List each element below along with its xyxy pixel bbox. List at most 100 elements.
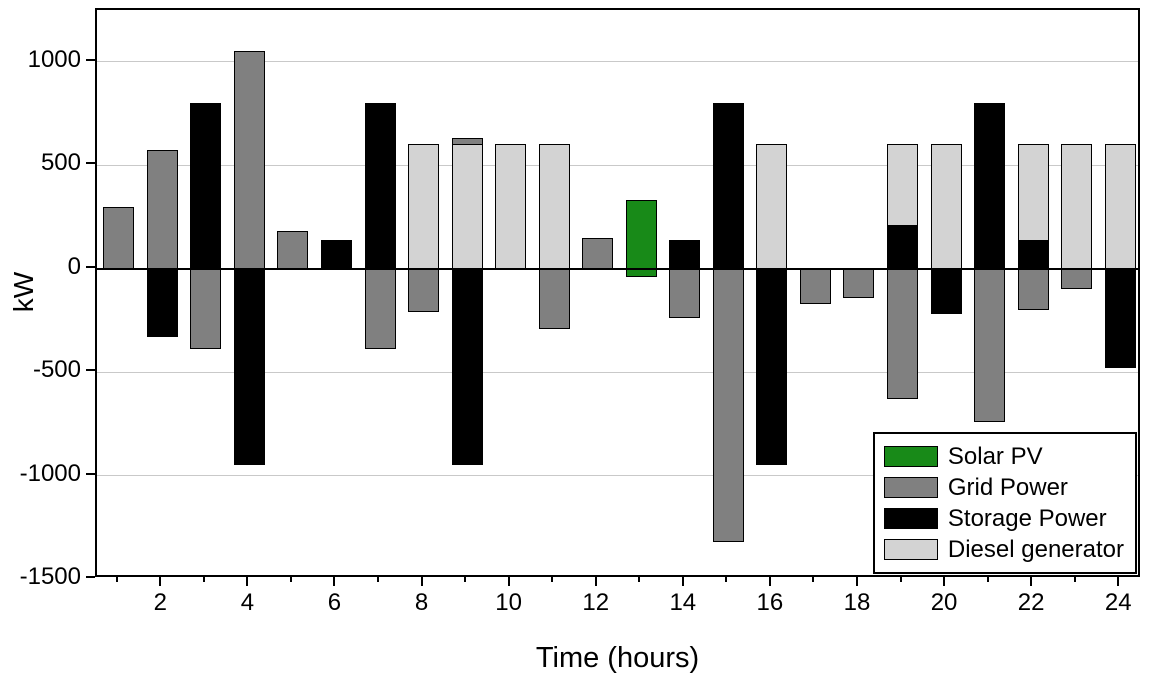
grid-bar bbox=[1018, 268, 1049, 310]
x-axis-minor-tick bbox=[1073, 577, 1076, 582]
solar-bar bbox=[626, 268, 657, 277]
storage-bar bbox=[1105, 268, 1136, 368]
x-tick-label: 24 bbox=[1104, 589, 1132, 616]
y-tick-label: -1000 bbox=[19, 459, 81, 487]
storage-bar bbox=[234, 268, 265, 466]
x-tick-label: 10 bbox=[495, 589, 522, 616]
diesel-bar bbox=[756, 144, 787, 269]
x-axis-minor-tick bbox=[899, 577, 902, 582]
diesel-bar bbox=[452, 144, 483, 269]
storage-bar bbox=[713, 103, 744, 269]
gridline bbox=[97, 371, 1138, 373]
x-axis-tick bbox=[420, 577, 423, 586]
grid-bar bbox=[408, 268, 439, 313]
x-tick-label: 12 bbox=[582, 589, 610, 616]
x-tick-label: 6 bbox=[327, 589, 342, 616]
legend-swatch-storage bbox=[883, 508, 938, 529]
storage-bar bbox=[452, 268, 483, 466]
grid-bar bbox=[147, 149, 178, 269]
legend-entry: Solar PV bbox=[883, 441, 1124, 472]
legend-entry: Storage Power bbox=[883, 503, 1124, 534]
x-tick-label: 20 bbox=[930, 589, 958, 616]
storage-bar bbox=[365, 103, 396, 269]
x-axis-minor-tick bbox=[812, 577, 815, 582]
x-axis-tick bbox=[943, 577, 946, 586]
x-tick-label: 16 bbox=[756, 589, 784, 616]
grid-bar bbox=[539, 268, 570, 329]
grid-bar bbox=[234, 51, 265, 269]
grid-bar bbox=[887, 268, 918, 399]
grid-bar bbox=[974, 268, 1005, 422]
diesel-bar bbox=[931, 144, 962, 269]
y-axis-tick bbox=[86, 576, 95, 578]
legend-label-storage: Storage Power bbox=[947, 504, 1107, 532]
grid-bar bbox=[843, 268, 874, 298]
x-axis-label: Time (hours) bbox=[535, 642, 700, 674]
grid-bar bbox=[582, 237, 613, 269]
grid-bar bbox=[365, 268, 396, 350]
x-tick-label: 4 bbox=[240, 589, 255, 616]
y-axis-tick bbox=[86, 265, 95, 268]
diesel-bar bbox=[408, 144, 439, 269]
x-axis-minor-tick bbox=[986, 577, 989, 582]
solar-bar bbox=[626, 200, 657, 269]
x-axis-minor-tick bbox=[551, 577, 554, 582]
grid-bar bbox=[1061, 268, 1092, 290]
legend-entry: Diesel generator bbox=[883, 534, 1124, 565]
x-axis-tick bbox=[681, 577, 684, 586]
x-tick-label: 2 bbox=[153, 589, 167, 616]
grid-bar bbox=[800, 268, 831, 304]
x-axis-tick bbox=[507, 577, 510, 586]
y-axis-tick bbox=[86, 162, 95, 165]
grid-bar bbox=[713, 268, 744, 542]
x-tick-label: 22 bbox=[1017, 589, 1045, 616]
storage-bar bbox=[756, 268, 787, 466]
legend-label-diesel: Diesel generator bbox=[947, 535, 1124, 563]
gridline bbox=[97, 164, 1138, 166]
x-tick-label: 8 bbox=[414, 589, 429, 616]
zero-axis-line bbox=[97, 267, 1138, 270]
x-axis-tick bbox=[333, 577, 336, 586]
legend-label-solar: Solar PV bbox=[947, 442, 1043, 470]
legend-entry: Grid Power bbox=[883, 472, 1124, 503]
gridline bbox=[97, 475, 1138, 477]
y-axis-tick bbox=[86, 472, 95, 475]
x-axis-tick bbox=[159, 577, 162, 586]
diesel-bar bbox=[495, 144, 526, 269]
x-axis-minor-tick bbox=[638, 577, 641, 582]
grid-bar bbox=[277, 231, 308, 269]
y-tick-label: 0 bbox=[67, 252, 81, 280]
storage-bar bbox=[931, 268, 962, 315]
storage-bar bbox=[190, 103, 221, 269]
storage-bar bbox=[669, 239, 700, 269]
storage-bar bbox=[1018, 239, 1049, 269]
legend-swatch-grid bbox=[883, 477, 938, 498]
x-axis-tick bbox=[855, 577, 858, 586]
diesel-bar bbox=[1105, 144, 1136, 269]
x-axis-minor-tick bbox=[115, 577, 118, 582]
diesel-bar bbox=[539, 144, 570, 269]
legend: Solar PV Grid Power Storage Power Diesel ge… bbox=[872, 432, 1137, 574]
y-tick-label: 1000 bbox=[27, 45, 81, 73]
storage-bar bbox=[974, 103, 1005, 269]
grid-bar bbox=[190, 268, 221, 350]
x-axis-tick bbox=[594, 577, 597, 586]
x-axis-tick bbox=[1117, 577, 1120, 586]
x-axis-tick bbox=[1030, 577, 1033, 586]
diesel-bar bbox=[1061, 144, 1092, 269]
x-tick-label: 18 bbox=[843, 589, 871, 616]
x-axis-minor-tick bbox=[377, 577, 380, 582]
plot-area bbox=[95, 8, 1140, 577]
grid-bar bbox=[103, 206, 134, 269]
grid-bar bbox=[669, 268, 700, 319]
x-tick-label: 14 bbox=[669, 589, 697, 616]
y-axis-tick bbox=[86, 58, 95, 61]
y-tick-label: -500 bbox=[32, 356, 81, 384]
x-axis-minor-tick bbox=[464, 577, 467, 582]
x-axis-minor-tick bbox=[202, 577, 205, 582]
x-axis-minor-tick bbox=[289, 577, 292, 582]
legend-swatch-diesel bbox=[883, 539, 938, 560]
storage-bar bbox=[321, 239, 352, 269]
y-tick-label: 500 bbox=[40, 149, 81, 177]
